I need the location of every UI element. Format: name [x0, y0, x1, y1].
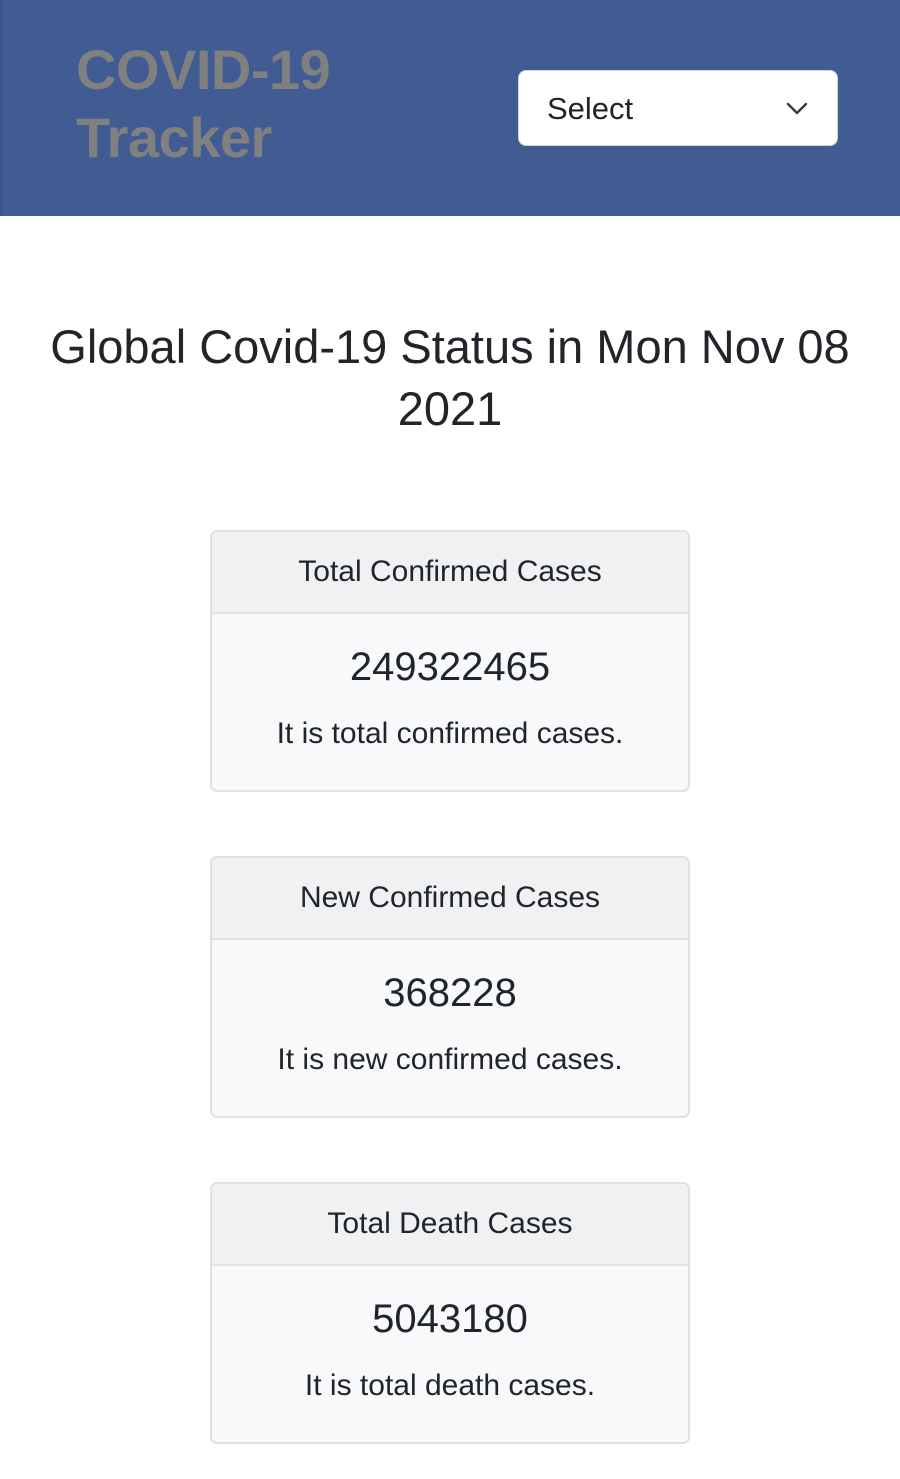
navbar: COVID-19 Tracker Select — [0, 0, 900, 216]
card-description: It is total confirmed cases. — [276, 717, 624, 750]
country-select-value: Select — [547, 91, 634, 126]
new-confirmed-card: New Confirmed Cases 368228 It is new con… — [210, 856, 690, 1118]
card-header: Total Confirmed Cases — [212, 532, 688, 614]
chevron-down-icon — [786, 102, 808, 115]
country-select[interactable]: Select — [518, 70, 838, 146]
card-header: New Confirmed Cases — [212, 858, 688, 940]
card-value: 5043180 — [372, 1297, 528, 1341]
card-header: Total Death Cases — [212, 1184, 688, 1266]
page-title: Global Covid-19 Status in Mon Nov 08 202… — [50, 320, 850, 435]
brand-title[interactable]: COVID-19 Tracker — [76, 38, 331, 169]
card-description: It is new confirmed cases. — [277, 1043, 623, 1076]
total-death-card: Total Death Cases 5043180 It is total de… — [210, 1182, 690, 1444]
card-description: It is total death cases. — [304, 1369, 596, 1402]
total-confirmed-card: Total Confirmed Cases 249322465 It is to… — [210, 530, 690, 792]
card-value: 368228 — [383, 971, 517, 1015]
card-value: 249322465 — [349, 645, 551, 689]
